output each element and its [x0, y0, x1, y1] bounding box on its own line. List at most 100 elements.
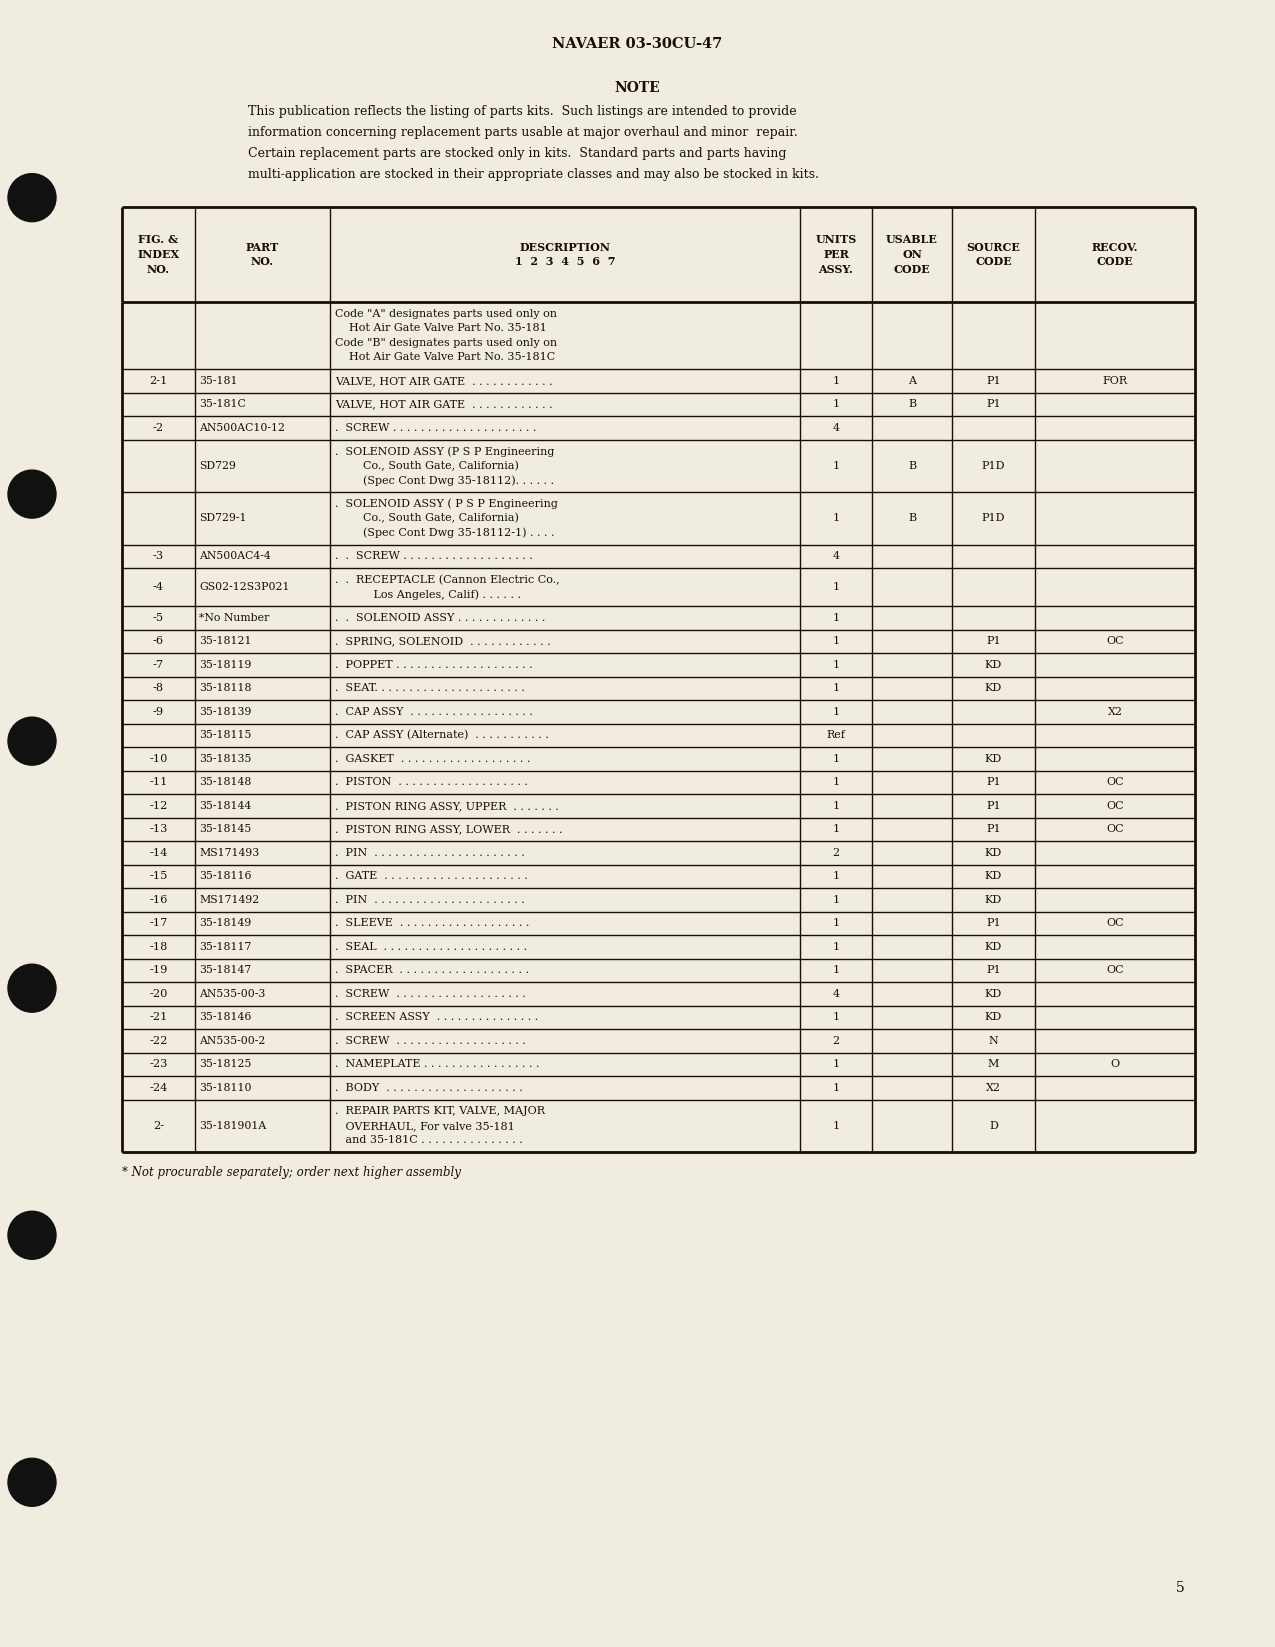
Text: -11: -11: [149, 777, 168, 787]
Text: UNITS
PER
ASSY.: UNITS PER ASSY.: [816, 234, 857, 275]
Text: SD729-1: SD729-1: [199, 514, 246, 524]
Text: .  SEAL  . . . . . . . . . . . . . . . . . . . . .: . SEAL . . . . . . . . . . . . . . . . .…: [335, 942, 527, 952]
Text: Co., South Gate, California): Co., South Gate, California): [335, 461, 519, 471]
Text: -22: -22: [149, 1036, 168, 1046]
Text: P1: P1: [986, 399, 1001, 408]
Text: (Spec Cont Dwg 35-18112). . . . . .: (Spec Cont Dwg 35-18112). . . . . .: [335, 474, 555, 486]
Circle shape: [8, 1211, 56, 1260]
Text: NOTE: NOTE: [615, 81, 660, 96]
Text: P1: P1: [986, 777, 1001, 787]
Text: OC: OC: [1107, 965, 1123, 975]
Text: MS171492: MS171492: [199, 894, 259, 904]
Text: 35-18144: 35-18144: [199, 800, 251, 810]
Text: 1: 1: [833, 636, 839, 646]
Text: .  SCREEN ASSY  . . . . . . . . . . . . . . .: . SCREEN ASSY . . . . . . . . . . . . . …: [335, 1013, 538, 1023]
Text: Ref: Ref: [826, 730, 845, 740]
Text: * Not procurable separately; order next higher assembly: * Not procurable separately; order next …: [122, 1166, 460, 1179]
Text: KD: KD: [984, 684, 1002, 693]
Text: 1: 1: [833, 754, 839, 764]
Text: multi-application are stocked in their appropriate classes and may also be stock: multi-application are stocked in their a…: [249, 168, 819, 181]
Text: -2: -2: [153, 423, 164, 433]
Text: X2: X2: [1108, 707, 1122, 716]
Text: .  CAP ASSY (Alternate)  . . . . . . . . . . .: . CAP ASSY (Alternate) . . . . . . . . .…: [335, 730, 548, 741]
Text: 2-: 2-: [153, 1120, 164, 1131]
Text: 1: 1: [833, 800, 839, 810]
Text: VALVE, HOT AIR GATE  . . . . . . . . . . . .: VALVE, HOT AIR GATE . . . . . . . . . . …: [335, 376, 552, 385]
Text: .  BODY  . . . . . . . . . . . . . . . . . . . .: . BODY . . . . . . . . . . . . . . . . .…: [335, 1082, 523, 1092]
Text: 1: 1: [833, 1059, 839, 1069]
Text: 35-18119: 35-18119: [199, 660, 251, 670]
Text: SD729: SD729: [199, 461, 236, 471]
Text: B: B: [908, 399, 915, 408]
Text: KD: KD: [984, 848, 1002, 858]
Text: KD: KD: [984, 1013, 1002, 1023]
Text: P1D: P1D: [982, 514, 1005, 524]
Text: .  PISTON RING ASSY, UPPER  . . . . . . .: . PISTON RING ASSY, UPPER . . . . . . .: [335, 800, 558, 810]
Text: .  GASKET  . . . . . . . . . . . . . . . . . . .: . GASKET . . . . . . . . . . . . . . . .…: [335, 754, 530, 764]
Text: KD: KD: [984, 942, 1002, 952]
Text: M: M: [988, 1059, 1000, 1069]
Text: .  REPAIR PARTS KIT, VALVE, MAJOR: . REPAIR PARTS KIT, VALVE, MAJOR: [335, 1107, 544, 1117]
Text: 1: 1: [833, 707, 839, 716]
Text: .  PISTON RING ASSY, LOWER  . . . . . . .: . PISTON RING ASSY, LOWER . . . . . . .: [335, 824, 562, 835]
Text: OC: OC: [1107, 800, 1123, 810]
Text: Hot Air Gate Valve Part No. 35-181C: Hot Air Gate Valve Part No. 35-181C: [335, 352, 555, 362]
Text: Certain replacement parts are stocked only in kits.  Standard parts and parts ha: Certain replacement parts are stocked on…: [249, 147, 787, 160]
Text: -12: -12: [149, 800, 168, 810]
Text: .  SOLENOID ASSY (P S P Engineering: . SOLENOID ASSY (P S P Engineering: [335, 446, 555, 456]
Text: 35-18135: 35-18135: [199, 754, 251, 764]
Text: P1: P1: [986, 824, 1001, 835]
Text: KD: KD: [984, 988, 1002, 998]
Text: 1: 1: [833, 777, 839, 787]
Text: VALVE, HOT AIR GATE  . . . . . . . . . . . .: VALVE, HOT AIR GATE . . . . . . . . . . …: [335, 399, 552, 408]
Text: -16: -16: [149, 894, 168, 904]
Text: SOURCE
CODE: SOURCE CODE: [966, 242, 1020, 267]
Text: 1: 1: [833, 376, 839, 385]
Text: Code "A" designates parts used only on: Code "A" designates parts used only on: [335, 308, 557, 320]
Text: 1: 1: [833, 1013, 839, 1023]
Text: .  GATE  . . . . . . . . . . . . . . . . . . . . .: . GATE . . . . . . . . . . . . . . . . .…: [335, 871, 528, 881]
Text: Los Angeles, Calif) . . . . . .: Los Angeles, Calif) . . . . . .: [335, 590, 521, 600]
Text: B: B: [908, 461, 915, 471]
Text: 2: 2: [833, 1036, 839, 1046]
Text: 1: 1: [833, 919, 839, 929]
Text: 35-18147: 35-18147: [199, 965, 251, 975]
Text: OC: OC: [1107, 919, 1123, 929]
Text: 1: 1: [833, 942, 839, 952]
Text: P1D: P1D: [982, 461, 1005, 471]
Text: .  PISTON  . . . . . . . . . . . . . . . . . . .: . PISTON . . . . . . . . . . . . . . . .…: [335, 777, 528, 787]
Text: 1: 1: [833, 871, 839, 881]
Text: 35-18121: 35-18121: [199, 636, 251, 646]
Text: 1: 1: [833, 684, 839, 693]
Text: -5: -5: [153, 613, 164, 623]
Text: -13: -13: [149, 824, 168, 835]
Text: 1: 1: [833, 1120, 839, 1131]
Text: 35-18117: 35-18117: [199, 942, 251, 952]
Text: -18: -18: [149, 942, 168, 952]
Text: 35-18148: 35-18148: [199, 777, 251, 787]
Text: 1: 1: [833, 514, 839, 524]
Text: O: O: [1111, 1059, 1119, 1069]
Text: -19: -19: [149, 965, 168, 975]
Text: and 35-181C . . . . . . . . . . . . . . .: and 35-181C . . . . . . . . . . . . . . …: [335, 1135, 523, 1145]
Text: AN500AC4-4: AN500AC4-4: [199, 552, 270, 562]
Text: Co., South Gate, California): Co., South Gate, California): [335, 514, 519, 524]
Circle shape: [8, 716, 56, 766]
Text: 1: 1: [833, 894, 839, 904]
Text: .  .  SOLENOID ASSY . . . . . . . . . . . . .: . . SOLENOID ASSY . . . . . . . . . . . …: [335, 613, 546, 623]
Text: OC: OC: [1107, 777, 1123, 787]
Text: -17: -17: [149, 919, 168, 929]
Text: USABLE
ON
CODE: USABLE ON CODE: [886, 234, 938, 275]
Text: 1: 1: [833, 461, 839, 471]
Text: -15: -15: [149, 871, 168, 881]
Text: information concerning replacement parts usable at major overhaul and minor  rep: information concerning replacement parts…: [249, 127, 798, 138]
Text: 35-18139: 35-18139: [199, 707, 251, 716]
Text: P1: P1: [986, 636, 1001, 646]
Text: -14: -14: [149, 848, 168, 858]
Text: .  .  SCREW . . . . . . . . . . . . . . . . . . .: . . SCREW . . . . . . . . . . . . . . . …: [335, 552, 533, 562]
Text: .  NAMEPLATE . . . . . . . . . . . . . . . . .: . NAMEPLATE . . . . . . . . . . . . . . …: [335, 1059, 539, 1069]
Text: .  SCREW  . . . . . . . . . . . . . . . . . . .: . SCREW . . . . . . . . . . . . . . . . …: [335, 1036, 525, 1046]
Text: .  SEAT. . . . . . . . . . . . . . . . . . . . . .: . SEAT. . . . . . . . . . . . . . . . . …: [335, 684, 525, 693]
Text: OC: OC: [1107, 636, 1123, 646]
Text: X2: X2: [986, 1082, 1001, 1092]
